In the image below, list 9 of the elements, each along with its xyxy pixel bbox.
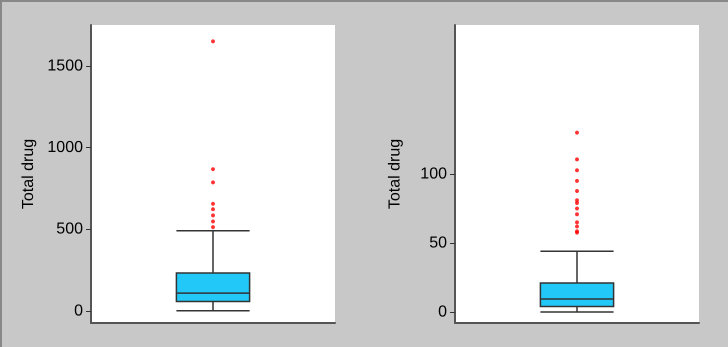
y-tick-label: 1000 xyxy=(47,138,84,156)
y-tick-label: 1500 xyxy=(47,57,84,74)
y-axis-title: Total drug xyxy=(386,138,404,210)
y-tick-label: 0 xyxy=(438,303,448,320)
y-tick-label: 0 xyxy=(74,302,84,320)
y-tick-label: 100 xyxy=(420,166,448,182)
y-axis-title: Total drug xyxy=(20,138,38,210)
y-tick-label: 500 xyxy=(56,220,84,238)
y-tick-label: 50 xyxy=(429,234,448,252)
